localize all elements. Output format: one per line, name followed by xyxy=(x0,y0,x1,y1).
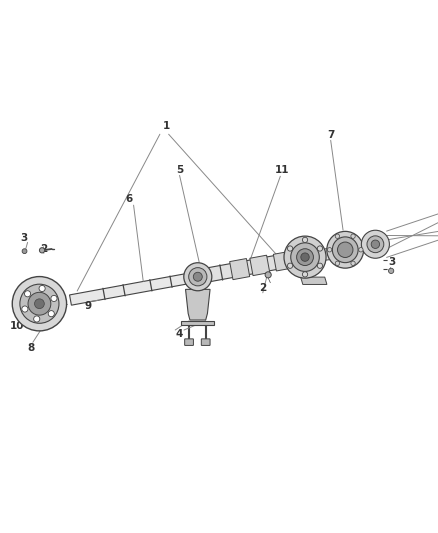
Circle shape xyxy=(327,247,332,252)
Circle shape xyxy=(302,272,307,277)
Circle shape xyxy=(335,234,339,238)
Polygon shape xyxy=(230,259,250,280)
Circle shape xyxy=(338,242,353,257)
Polygon shape xyxy=(197,250,306,284)
Circle shape xyxy=(35,299,44,309)
Polygon shape xyxy=(186,289,210,320)
Text: 6: 6 xyxy=(126,193,133,204)
Polygon shape xyxy=(300,277,327,285)
Circle shape xyxy=(287,263,293,269)
Text: 3: 3 xyxy=(389,257,396,267)
Circle shape xyxy=(332,237,358,263)
Circle shape xyxy=(291,243,319,271)
Circle shape xyxy=(389,268,394,273)
Circle shape xyxy=(335,261,339,265)
Circle shape xyxy=(28,292,51,315)
Circle shape xyxy=(34,316,40,322)
Text: 2: 2 xyxy=(40,244,47,254)
Circle shape xyxy=(351,234,355,238)
Text: 8: 8 xyxy=(27,343,34,352)
Circle shape xyxy=(317,246,322,251)
Circle shape xyxy=(327,231,364,268)
Text: 7: 7 xyxy=(327,130,334,140)
Circle shape xyxy=(22,306,28,312)
Circle shape xyxy=(297,249,314,265)
Text: 10: 10 xyxy=(9,321,24,330)
Text: 9: 9 xyxy=(84,301,91,311)
Circle shape xyxy=(367,236,384,253)
Polygon shape xyxy=(304,246,346,263)
Circle shape xyxy=(317,263,322,269)
Circle shape xyxy=(20,284,59,324)
Text: 2: 2 xyxy=(259,284,266,293)
Text: 3: 3 xyxy=(21,233,28,243)
Text: 5: 5 xyxy=(176,165,183,175)
Circle shape xyxy=(287,246,293,251)
Polygon shape xyxy=(273,251,293,271)
Circle shape xyxy=(12,277,67,331)
Circle shape xyxy=(193,272,202,281)
Circle shape xyxy=(284,236,326,278)
Text: 11: 11 xyxy=(275,165,290,175)
Circle shape xyxy=(48,311,54,317)
Text: 4: 4 xyxy=(176,329,183,340)
Circle shape xyxy=(25,290,31,297)
Circle shape xyxy=(351,261,355,265)
Polygon shape xyxy=(250,255,270,276)
FancyBboxPatch shape xyxy=(185,339,194,345)
Text: 1: 1 xyxy=(163,122,170,131)
Circle shape xyxy=(302,237,307,243)
Circle shape xyxy=(22,249,27,254)
Circle shape xyxy=(39,285,45,292)
Circle shape xyxy=(361,230,389,259)
Circle shape xyxy=(51,295,57,302)
Polygon shape xyxy=(181,321,215,325)
FancyBboxPatch shape xyxy=(201,339,210,345)
Circle shape xyxy=(189,268,207,286)
Circle shape xyxy=(39,248,45,253)
Circle shape xyxy=(371,240,380,248)
Circle shape xyxy=(184,263,212,291)
Circle shape xyxy=(301,253,309,261)
Polygon shape xyxy=(70,272,199,305)
Circle shape xyxy=(359,247,363,252)
Circle shape xyxy=(265,272,271,278)
